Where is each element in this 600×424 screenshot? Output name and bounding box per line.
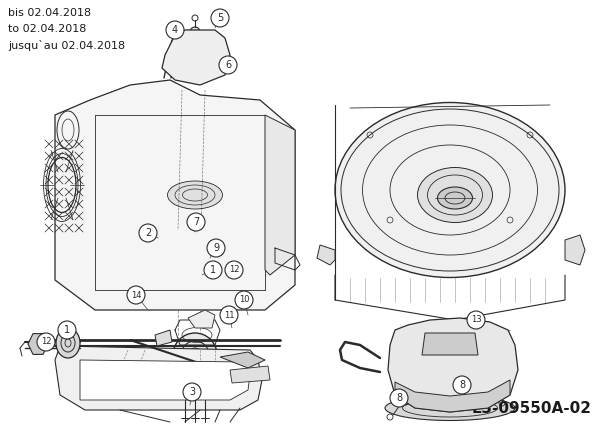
Circle shape [204,261,222,279]
Circle shape [173,333,217,377]
Polygon shape [155,330,172,346]
Text: 10: 10 [239,296,249,304]
Polygon shape [422,333,478,355]
Circle shape [220,306,238,324]
Text: 9: 9 [213,243,219,253]
Polygon shape [55,346,262,410]
Text: 1: 1 [210,265,216,275]
Ellipse shape [418,167,493,223]
Text: 13: 13 [470,315,481,324]
Polygon shape [55,80,295,310]
Polygon shape [188,310,215,328]
Circle shape [488,383,498,393]
Circle shape [207,239,225,257]
Circle shape [139,224,157,242]
Circle shape [400,395,410,405]
Polygon shape [565,235,585,265]
Circle shape [211,9,229,27]
Text: 5: 5 [217,13,223,23]
Polygon shape [28,334,48,354]
Text: 11: 11 [224,310,234,320]
Text: 1: 1 [64,325,70,335]
Circle shape [183,383,201,401]
Text: to 02.04.2018: to 02.04.2018 [8,24,86,34]
Ellipse shape [437,187,473,209]
Circle shape [166,21,184,39]
Circle shape [192,352,198,358]
Text: jusqu`au 02.04.2018: jusqu`au 02.04.2018 [8,40,125,51]
Polygon shape [162,30,230,85]
Polygon shape [220,352,265,368]
Ellipse shape [120,371,200,389]
Text: 12: 12 [41,338,51,346]
Circle shape [225,261,243,279]
Text: 14: 14 [131,290,141,299]
Circle shape [190,27,200,37]
Circle shape [453,376,471,394]
Circle shape [187,213,205,231]
Ellipse shape [167,181,223,209]
Polygon shape [80,360,250,400]
Circle shape [219,56,237,74]
Text: 2: 2 [145,228,151,238]
Circle shape [37,333,55,351]
Polygon shape [317,245,335,265]
Text: 4: 4 [172,25,178,35]
Text: bis 02.04.2018: bis 02.04.2018 [8,8,91,18]
Text: E3-09550A-02: E3-09550A-02 [472,401,592,416]
Ellipse shape [385,396,515,421]
Circle shape [232,355,248,371]
Text: 7: 7 [193,217,199,227]
Text: 8: 8 [459,380,465,390]
Polygon shape [388,318,518,412]
Circle shape [235,291,253,309]
Ellipse shape [335,103,565,277]
Circle shape [58,321,76,339]
Circle shape [467,311,485,329]
Polygon shape [395,380,510,412]
Text: 6: 6 [225,60,231,70]
Ellipse shape [56,328,80,358]
Polygon shape [230,366,270,383]
Circle shape [127,286,145,304]
Text: 8: 8 [396,393,402,403]
Circle shape [390,389,408,407]
Text: 12: 12 [229,265,239,274]
Polygon shape [265,115,295,275]
Text: 3: 3 [189,387,195,397]
